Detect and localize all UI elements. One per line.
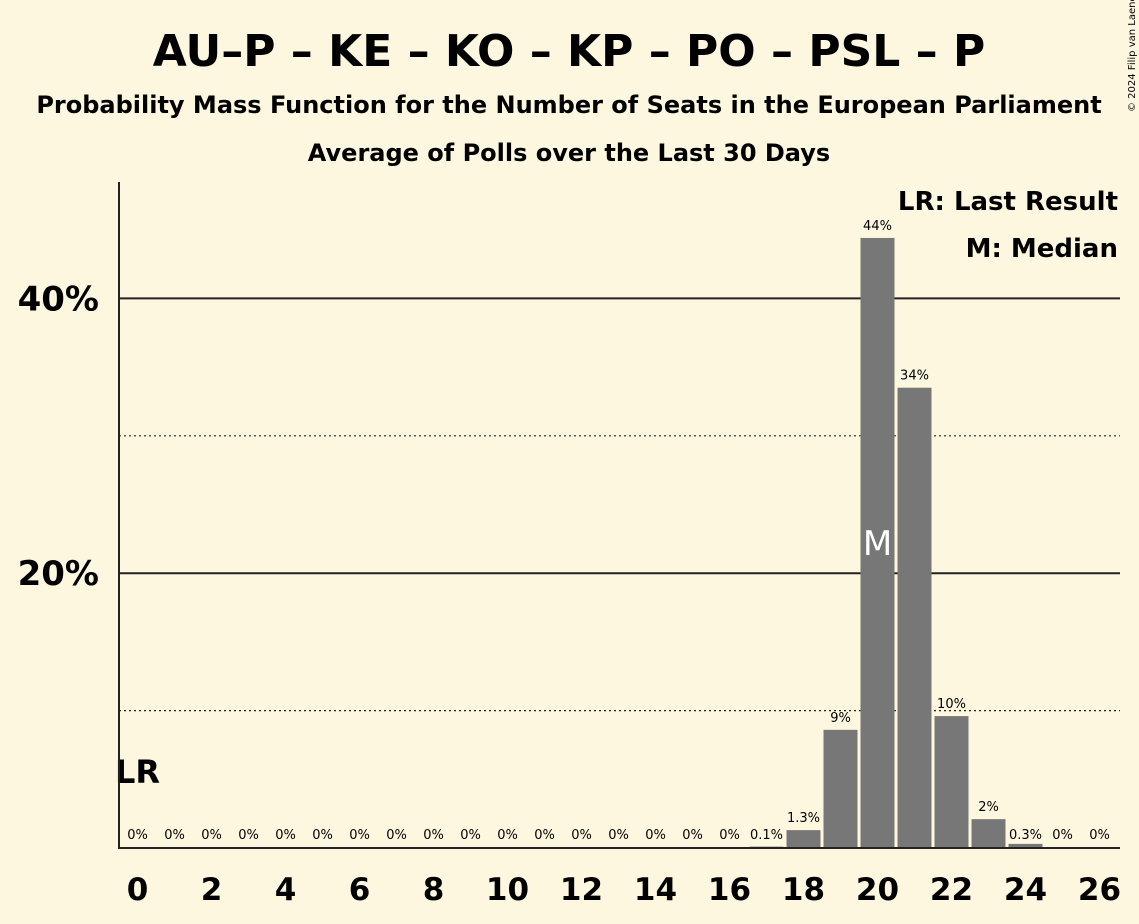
- y-tick-label: 40%: [18, 279, 99, 319]
- copyright-note: © 2024 Filip van Laenen: [1127, 0, 1138, 112]
- data-label: 0%: [275, 828, 296, 843]
- x-tick-label: 20: [856, 872, 899, 908]
- data-label: 44%: [863, 219, 892, 234]
- legend-median: M: Median: [966, 234, 1118, 264]
- data-label: 0%: [201, 828, 222, 843]
- x-tick-label: 12: [560, 872, 603, 908]
- data-label: 0%: [349, 828, 370, 843]
- x-tick-label: 8: [423, 872, 445, 908]
- data-labels: 0% 0% 0% 0% 0% 0% 0% 0% 0% 0% 0% 0% 0% 0% 0% 0% 0% 0.1% 1.…: [115, 219, 1110, 843]
- data-label: 0%: [460, 828, 481, 843]
- data-label: 9%: [830, 711, 851, 726]
- x-tick-label: 2: [201, 872, 223, 908]
- bar: [897, 387, 932, 848]
- x-tick-label: 6: [349, 872, 371, 908]
- data-label: 0%: [312, 828, 333, 843]
- bar: [971, 819, 1006, 848]
- data-label: 0%: [608, 828, 629, 843]
- x-tick-label: 14: [634, 872, 677, 908]
- data-label: 0%: [1089, 828, 1110, 843]
- median-marker: M: [863, 524, 892, 564]
- last-result-marker: LR: [115, 753, 160, 791]
- data-label: 0%: [238, 828, 259, 843]
- x-tick-label: 22: [930, 872, 973, 908]
- x-tick-label: 10: [486, 872, 529, 908]
- y-axis-ticks: 20% 40%: [18, 279, 99, 594]
- data-label: 2%: [978, 800, 999, 815]
- x-tick-label: 4: [275, 872, 297, 908]
- chart-subtitle: Probability Mass Function for the Number…: [36, 91, 1101, 119]
- data-label: 0.1%: [750, 828, 783, 843]
- data-label: 0%: [497, 828, 518, 843]
- data-label: 0%: [127, 828, 148, 843]
- data-label: 0%: [423, 828, 444, 843]
- bars: [749, 237, 1043, 849]
- x-tick-label: 0: [127, 872, 149, 908]
- x-tick-label: 18: [782, 872, 825, 908]
- x-tick-label: 26: [1078, 872, 1121, 908]
- data-label: 0%: [719, 828, 740, 843]
- x-axis-ticks: 0 2 4 6 8 10 12 14 16 18 20 22 24 26: [127, 872, 1121, 908]
- bar: [934, 716, 969, 848]
- data-label: 0%: [645, 828, 666, 843]
- x-tick-label: 16: [708, 872, 751, 908]
- data-label: 1.3%: [787, 811, 820, 826]
- data-label: 0%: [534, 828, 555, 843]
- data-label: 0.3%: [1009, 828, 1042, 843]
- data-label: 0%: [1052, 828, 1073, 843]
- x-tick-label: 24: [1004, 872, 1047, 908]
- grid-lines: [119, 297, 1120, 712]
- data-label: 0%: [682, 828, 703, 843]
- bar: [860, 237, 895, 849]
- legend-last-result: LR: Last Result: [898, 187, 1118, 217]
- bar: [786, 830, 821, 848]
- data-label: 0%: [164, 828, 185, 843]
- chart-subtitle-2: Average of Polls over the Last 30 Days: [308, 139, 830, 167]
- bar: [823, 729, 858, 848]
- data-label: 34%: [900, 369, 929, 384]
- data-label: 0%: [571, 828, 592, 843]
- y-tick-label: 20%: [18, 554, 99, 594]
- data-label: 10%: [937, 697, 966, 712]
- data-label: 0%: [386, 828, 407, 843]
- bar: [1008, 843, 1043, 848]
- chart-title: AU–P – KE – KO – KP – PO – PSL – P: [153, 26, 985, 77]
